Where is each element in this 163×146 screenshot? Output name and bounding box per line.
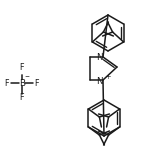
Text: F: F [5,79,9,87]
Text: F: F [20,93,24,102]
Text: N: N [96,53,102,62]
Text: F: F [35,79,39,87]
Text: N: N [96,77,102,86]
Text: +: + [105,74,111,80]
Text: −: − [24,73,30,79]
Text: F: F [20,64,24,73]
Text: B: B [19,79,25,87]
